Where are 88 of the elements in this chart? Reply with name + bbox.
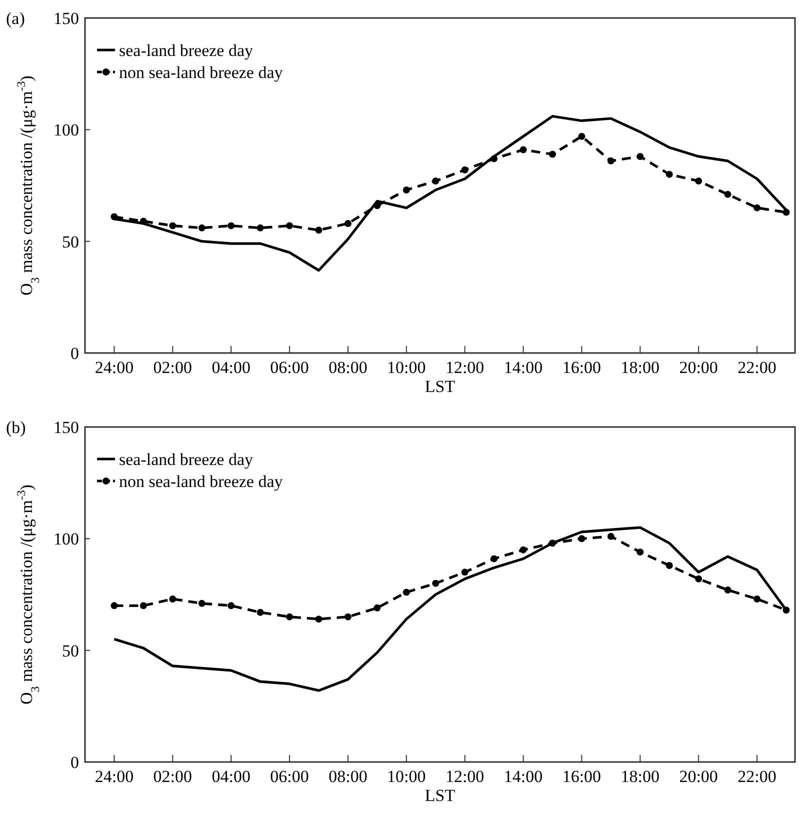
point [636, 152, 644, 160]
x-tick-label: 20:00 [679, 767, 718, 786]
legend-label: non sea-land breeze day [119, 62, 284, 82]
point [110, 213, 118, 220]
point [520, 546, 527, 554]
point [636, 548, 644, 556]
point [402, 588, 410, 596]
chart-title: (a) [6, 9, 25, 28]
point [461, 166, 468, 174]
point [607, 157, 614, 164]
x-tick-label: 16:00 [562, 767, 602, 786]
y-tick-label: 100 [54, 530, 79, 549]
point [461, 568, 468, 576]
point [548, 150, 556, 158]
x-tick-label: 20:00 [679, 358, 718, 377]
x-tick-label: 14:00 [504, 767, 543, 786]
y-tick-label: 50 [62, 232, 79, 252]
x-tick-label: 22:00 [738, 767, 776, 786]
y-tick-label: 100 [54, 120, 79, 140]
y-tick-label: 50 [62, 641, 79, 660]
legend-label: non sea-land breeze day [119, 472, 284, 491]
point [724, 190, 732, 198]
legend-label: sea-land breeze day [119, 450, 254, 469]
x-tick-label: 16:00 [562, 358, 602, 377]
x-tick-label: 04:00 [212, 358, 250, 377]
point [228, 602, 235, 610]
x-tick-label: 14:00 [504, 358, 543, 377]
point [110, 602, 118, 610]
x-tick-label: 04:00 [212, 767, 250, 786]
point [724, 586, 732, 594]
point [490, 555, 498, 562]
point [782, 208, 790, 216]
point [520, 146, 527, 154]
point [344, 220, 352, 227]
point [578, 132, 586, 140]
point [344, 613, 352, 620]
y-tick-label: 0 [70, 344, 79, 363]
point [198, 224, 206, 232]
point [140, 602, 147, 610]
x-tick-label: 10:00 [387, 767, 426, 786]
x-tick-label: 02:00 [153, 767, 192, 786]
point [198, 600, 206, 607]
point [782, 606, 790, 614]
point [754, 595, 761, 602]
x-tick-label: 18:00 [620, 358, 660, 377]
x-tick-label: 12:00 [445, 358, 484, 377]
point [695, 575, 702, 582]
point [754, 204, 761, 212]
x-tick-label: 08:00 [328, 767, 368, 786]
x-tick-label: 22:00 [738, 358, 776, 377]
x-axis-title: LST [424, 786, 456, 805]
y-tick-label: 0 [70, 752, 79, 772]
point [578, 535, 586, 542]
x-tick-label: 06:00 [270, 767, 309, 786]
x-tick-label: 18:00 [620, 767, 660, 786]
chart-title: (b) [6, 418, 26, 437]
point [286, 613, 294, 620]
x-tick-label: 12:00 [445, 767, 484, 786]
point [374, 202, 381, 210]
point [402, 186, 410, 194]
point [666, 562, 673, 569]
point [140, 218, 147, 225]
x-tick-label: 06:00 [270, 358, 309, 377]
x-tick-label: 02:00 [153, 358, 192, 377]
x-tick-label: 08:00 [328, 358, 368, 377]
point [432, 178, 440, 185]
x-tick-label: 24:00 [94, 767, 134, 786]
y-tick-label: 150 [54, 418, 79, 437]
point [169, 222, 176, 230]
point [432, 580, 440, 587]
y-tick-label: 150 [54, 8, 79, 28]
point [548, 540, 556, 547]
x-tick-label: 24:00 [94, 358, 134, 377]
point [695, 178, 702, 185]
point [286, 222, 294, 230]
point [490, 155, 498, 162]
point [607, 532, 614, 540]
point [256, 608, 264, 616]
point [666, 170, 673, 178]
point [315, 226, 322, 234]
x-tick-label: 10:00 [387, 358, 426, 377]
point [228, 222, 235, 230]
point [256, 224, 264, 232]
x-axis-title: LST [424, 377, 456, 396]
point [169, 595, 176, 602]
legend-label: sea-land breeze day [119, 40, 254, 60]
point [374, 604, 381, 612]
point [315, 616, 322, 623]
